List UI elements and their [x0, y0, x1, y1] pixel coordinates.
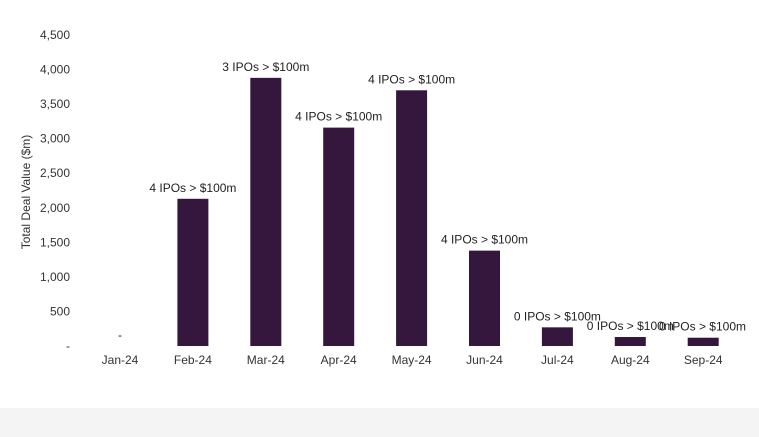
data-labels: - 4 IPOs > $100m 3 IPOs > $100m 4 IPOs > $1…: [118, 60, 746, 342]
y-tick-label: 1,500: [40, 235, 70, 249]
data-label: -: [118, 328, 122, 342]
y-tick-label: 3,000: [40, 132, 70, 146]
bar: [687, 337, 719, 346]
data-label: 0 IPOs > $100m: [659, 320, 746, 334]
bars: [177, 77, 719, 347]
y-tick-label: 1,000: [40, 270, 70, 284]
bar: [250, 77, 282, 347]
data-label: 3 IPOs > $100m: [222, 60, 309, 74]
bar: [614, 337, 646, 346]
y-tick-label: 4,500: [40, 28, 70, 42]
x-tick-label: Mar-24: [247, 353, 285, 367]
bar: [177, 198, 209, 346]
x-axis-labels: Jan-24 Feb-24 Mar-24 Apr-24 May-24 Jun-24 Jul-…: [102, 353, 723, 367]
bar: [396, 90, 428, 347]
y-tick-label: 500: [50, 304, 70, 318]
x-tick-label: Jul-24: [541, 353, 574, 367]
y-axis: - 500 1,000 1,500 2,000 2,500 3,000 3,500 4,000 4…: [40, 28, 70, 353]
x-tick-label: Jun-24: [466, 353, 503, 367]
footer-band: [0, 408, 759, 437]
data-label: 4 IPOs > $100m: [368, 72, 455, 86]
y-tick-label: 4,000: [40, 63, 70, 77]
data-label: 4 IPOs > $100m: [441, 233, 528, 247]
y-tick-label: 2,500: [40, 166, 70, 180]
data-label: 0 IPOs > $100m: [587, 319, 674, 333]
x-tick-label: May-24: [392, 353, 432, 367]
data-label: 0 IPOs > $100m: [514, 309, 601, 323]
bar: [541, 327, 573, 346]
data-label: 4 IPOs > $100m: [149, 181, 236, 195]
y-tick-label: 2,000: [40, 201, 70, 215]
x-tick-label: Apr-24: [321, 353, 357, 367]
bar: [469, 250, 500, 346]
y-tick-label: -: [66, 339, 70, 353]
y-axis-title: Total Deal Value ($m): [19, 135, 33, 250]
x-tick-label: Sep-24: [684, 353, 723, 367]
x-tick-label: Jan-24: [102, 353, 139, 367]
x-tick-label: Feb-24: [174, 353, 212, 367]
x-tick-label: Aug-24: [611, 353, 650, 367]
bar: [323, 127, 355, 346]
y-tick-label: 3,500: [40, 97, 70, 111]
data-label: 4 IPOs > $100m: [295, 110, 382, 124]
